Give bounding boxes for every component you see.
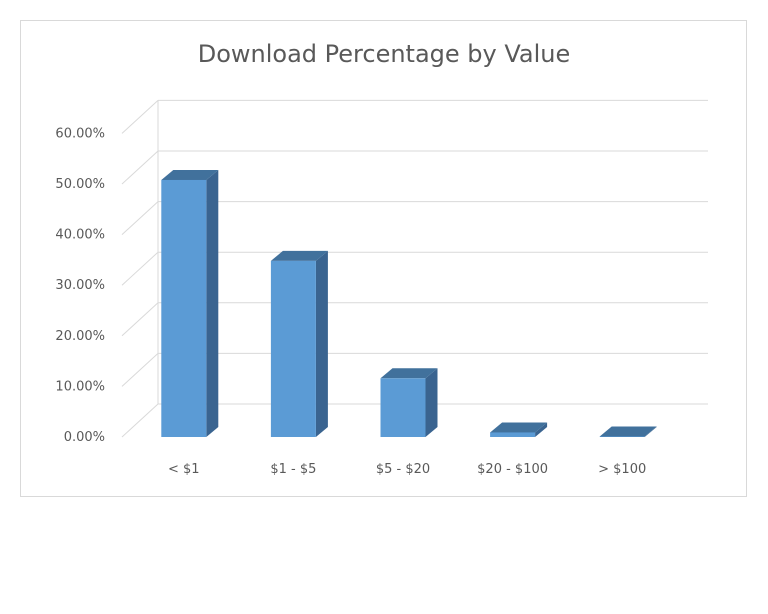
bar-front [270,260,316,437]
x-tick-label: $20 - $100 [477,462,548,477]
y-tick-label: 40.00% [55,228,105,243]
bar [380,368,438,437]
bar-side [644,426,657,437]
y-tick-label: 30.00% [55,278,105,293]
bar-front [161,179,207,437]
bar-top [599,426,657,437]
gridline-depth [121,353,159,387]
bar-side [315,250,328,437]
bar-front [490,432,536,437]
bar-top [490,422,548,433]
bar-top [270,250,328,261]
chart-title: Download Percentage by Value [197,40,571,68]
bar-side [206,169,219,437]
y-tick-label: 60.00% [55,126,105,141]
gridlines [121,99,708,438]
bar-front [599,436,645,437]
y-tick-label: 50.00% [55,177,105,192]
bar [161,169,219,437]
bar-front [380,378,426,437]
bar [270,250,328,437]
gridline-depth [121,201,159,235]
y-tick-label: 10.00% [55,379,105,394]
x-tick-label: $1 - $5 [270,462,316,477]
bar-top [380,368,438,379]
x-tick-label: $5 - $20 [376,462,430,477]
y-tick-label: 20.00% [55,329,105,344]
gridline-depth [121,150,159,185]
bar [490,422,548,437]
gridline-depth [121,302,159,337]
y-tick-label: 0.00% [64,430,105,445]
bar-top [161,169,219,180]
bars [161,169,657,437]
gridline-depth [121,403,159,438]
x-axis-ticks: < $1 $1 - $5 $5 - $20 $20 - $100 > $100 [168,462,646,477]
x-tick-label: < $1 [168,462,200,477]
x-tick-label: > $100 [598,462,646,477]
bar-side [425,368,438,437]
y-axis-ticks: 0.00% 10.00% 20.00% 30.00% 40.00% 50.00% 60.00… [55,126,105,445]
gridline-depth [121,251,159,286]
bar [599,426,657,437]
gridline-depth [121,100,159,134]
bar-side [535,422,548,437]
